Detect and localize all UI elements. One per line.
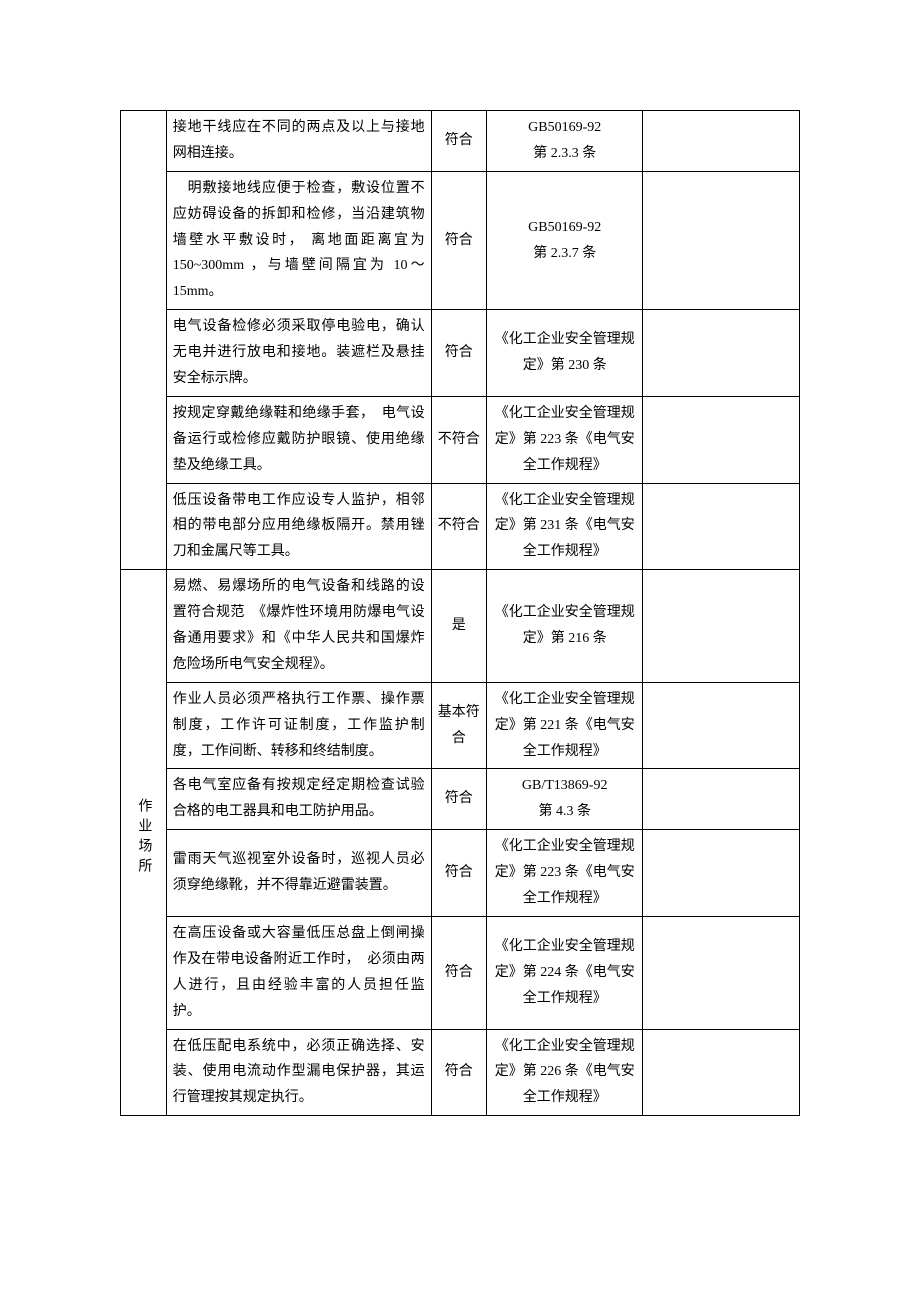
note-cell — [643, 570, 800, 683]
basis-cell: 《化工企业安全管理规定》第 216 条 — [486, 570, 643, 683]
basis-line: 《化工企业安全管理规定》第 226 条《电气安全工作规程》 — [493, 1034, 637, 1112]
basis-cell: 《化工企业安全管理规定》第 231 条《电气安全工作规程》 — [486, 483, 643, 570]
basis-cell: 《化工企业安全管理规定》第 224 条《电气安全工作规程》 — [486, 916, 643, 1029]
category-cell — [121, 111, 167, 570]
basis-line: 《化工企业安全管理规定》第 223 条《电气安全工作规程》 — [493, 834, 637, 912]
table-row: 作业场所易燃、易爆场所的电气设备和线路的设置符合规范 《爆炸性环境用防爆电气设备… — [121, 570, 800, 683]
note-cell — [643, 396, 800, 483]
basis-cell: GB50169-92第 2.3.7 条 — [486, 171, 643, 309]
note-cell — [643, 769, 800, 830]
note-cell — [643, 830, 800, 917]
description-cell: 作业人员必须严格执行工作票、操作票制度，工作许可证制度，工作监护制度，工作间断、… — [166, 682, 431, 769]
note-cell — [643, 171, 800, 309]
description-cell: 电气设备检修必须采取停电验电，确认无电并进行放电和接地。装遮栏及悬挂安全标示牌。 — [166, 310, 431, 397]
status-cell: 符合 — [431, 916, 486, 1029]
basis-cell: 《化工企业安全管理规定》第 221 条《电气安全工作规程》 — [486, 682, 643, 769]
table-row: 低压设备带电工作应设专人监护，相邻相的带电部分应用绝缘板隔开。禁用锉刀和金属尺等… — [121, 483, 800, 570]
basis-line: 《化工企业安全管理规定》第 224 条《电气安全工作规程》 — [493, 934, 637, 1012]
basis-line: 《化工企业安全管理规定》第 231 条《电气安全工作规程》 — [493, 488, 637, 566]
status-cell: 符合 — [431, 830, 486, 917]
basis-line: GB50169-92 — [493, 215, 637, 241]
description-cell: 在高压设备或大容量低压总盘上倒闸操作及在带电设备附近工作时， 必须由两人进行，且… — [166, 916, 431, 1029]
status-cell: 符合 — [431, 310, 486, 397]
table-row: 在低压配电系统中，必须正确选择、安装、使用电流动作型漏电保护器，其运行管理按其规… — [121, 1029, 800, 1116]
basis-line: 第 4.3 条 — [493, 799, 637, 825]
description-cell: 按规定穿戴绝缘鞋和绝缘手套， 电气设备运行或检修应戴防护眼镜、使用绝缘垫及绝缘工… — [166, 396, 431, 483]
table-row: 电气设备检修必须采取停电验电，确认无电并进行放电和接地。装遮栏及悬挂安全标示牌。… — [121, 310, 800, 397]
status-cell: 符合 — [431, 171, 486, 309]
note-cell — [643, 1029, 800, 1116]
description-cell: 各电气室应备有按规定经定期检查试验合格的电工器具和电工防护用品。 — [166, 769, 431, 830]
basis-cell: GB/T13869-92第 4.3 条 — [486, 769, 643, 830]
basis-line: GB/T13869-92 — [493, 773, 637, 799]
basis-line: GB50169-92 — [493, 115, 637, 141]
basis-line: 《化工企业安全管理规定》第 221 条《电气安全工作规程》 — [493, 687, 637, 765]
note-cell — [643, 483, 800, 570]
basis-line: 《化工企业安全管理规定》第 230 条 — [493, 327, 637, 379]
description-cell: 易燃、易爆场所的电气设备和线路的设置符合规范 《爆炸性环境用防爆电气设备通用要求… — [166, 570, 431, 683]
description-cell: 接地干线应在不同的两点及以上与接地网相连接。 — [166, 111, 431, 172]
description-cell: 雷雨天气巡视室外设备时，巡视人员必须穿绝缘靴，并不得靠近避雷装置。 — [166, 830, 431, 917]
compliance-table: 接地干线应在不同的两点及以上与接地网相连接。符合GB50169-92第 2.3.… — [120, 110, 800, 1116]
status-cell: 不符合 — [431, 483, 486, 570]
description-cell: 低压设备带电工作应设专人监护，相邻相的带电部分应用绝缘板隔开。禁用锉刀和金属尺等… — [166, 483, 431, 570]
basis-line: 第 2.3.3 条 — [493, 141, 637, 167]
basis-cell: 《化工企业安全管理规定》第 223 条《电气安全工作规程》 — [486, 396, 643, 483]
description-cell: 明敷接地线应便于检查，敷设位置不应妨碍设备的拆卸和检修，当沿建筑物墙壁水平敷设时… — [166, 171, 431, 309]
basis-cell: 《化工企业安全管理规定》第 230 条 — [486, 310, 643, 397]
basis-line: 《化工企业安全管理规定》第 223 条《电气安全工作规程》 — [493, 401, 637, 479]
note-cell — [643, 111, 800, 172]
description-cell: 在低压配电系统中，必须正确选择、安装、使用电流动作型漏电保护器，其运行管理按其规… — [166, 1029, 431, 1116]
status-cell: 是 — [431, 570, 486, 683]
note-cell — [643, 310, 800, 397]
basis-cell: 《化工企业安全管理规定》第 226 条《电气安全工作规程》 — [486, 1029, 643, 1116]
table-row: 在高压设备或大容量低压总盘上倒闸操作及在带电设备附近工作时， 必须由两人进行，且… — [121, 916, 800, 1029]
table-row: 雷雨天气巡视室外设备时，巡视人员必须穿绝缘靴，并不得靠近避雷装置。符合《化工企业… — [121, 830, 800, 917]
table-row: 各电气室应备有按规定经定期检查试验合格的电工器具和电工防护用品。符合GB/T13… — [121, 769, 800, 830]
basis-cell: GB50169-92第 2.3.3 条 — [486, 111, 643, 172]
table-row: 作业人员必须严格执行工作票、操作票制度，工作许可证制度，工作监护制度，工作间断、… — [121, 682, 800, 769]
basis-line: 《化工企业安全管理规定》第 216 条 — [493, 600, 637, 652]
note-cell — [643, 682, 800, 769]
category-cell: 作业场所 — [121, 570, 167, 1116]
status-cell: 不符合 — [431, 396, 486, 483]
status-cell: 基本符合 — [431, 682, 486, 769]
basis-cell: 《化工企业安全管理规定》第 223 条《电气安全工作规程》 — [486, 830, 643, 917]
note-cell — [643, 916, 800, 1029]
basis-line: 第 2.3.7 条 — [493, 241, 637, 267]
table-row: 明敷接地线应便于检查，敷设位置不应妨碍设备的拆卸和检修，当沿建筑物墙壁水平敷设时… — [121, 171, 800, 309]
status-cell: 符合 — [431, 1029, 486, 1116]
status-cell: 符合 — [431, 111, 486, 172]
table-row: 按规定穿戴绝缘鞋和绝缘手套， 电气设备运行或检修应戴防护眼镜、使用绝缘垫及绝缘工… — [121, 396, 800, 483]
status-cell: 符合 — [431, 769, 486, 830]
category-label: 作业场所 — [130, 798, 156, 878]
table-row: 接地干线应在不同的两点及以上与接地网相连接。符合GB50169-92第 2.3.… — [121, 111, 800, 172]
